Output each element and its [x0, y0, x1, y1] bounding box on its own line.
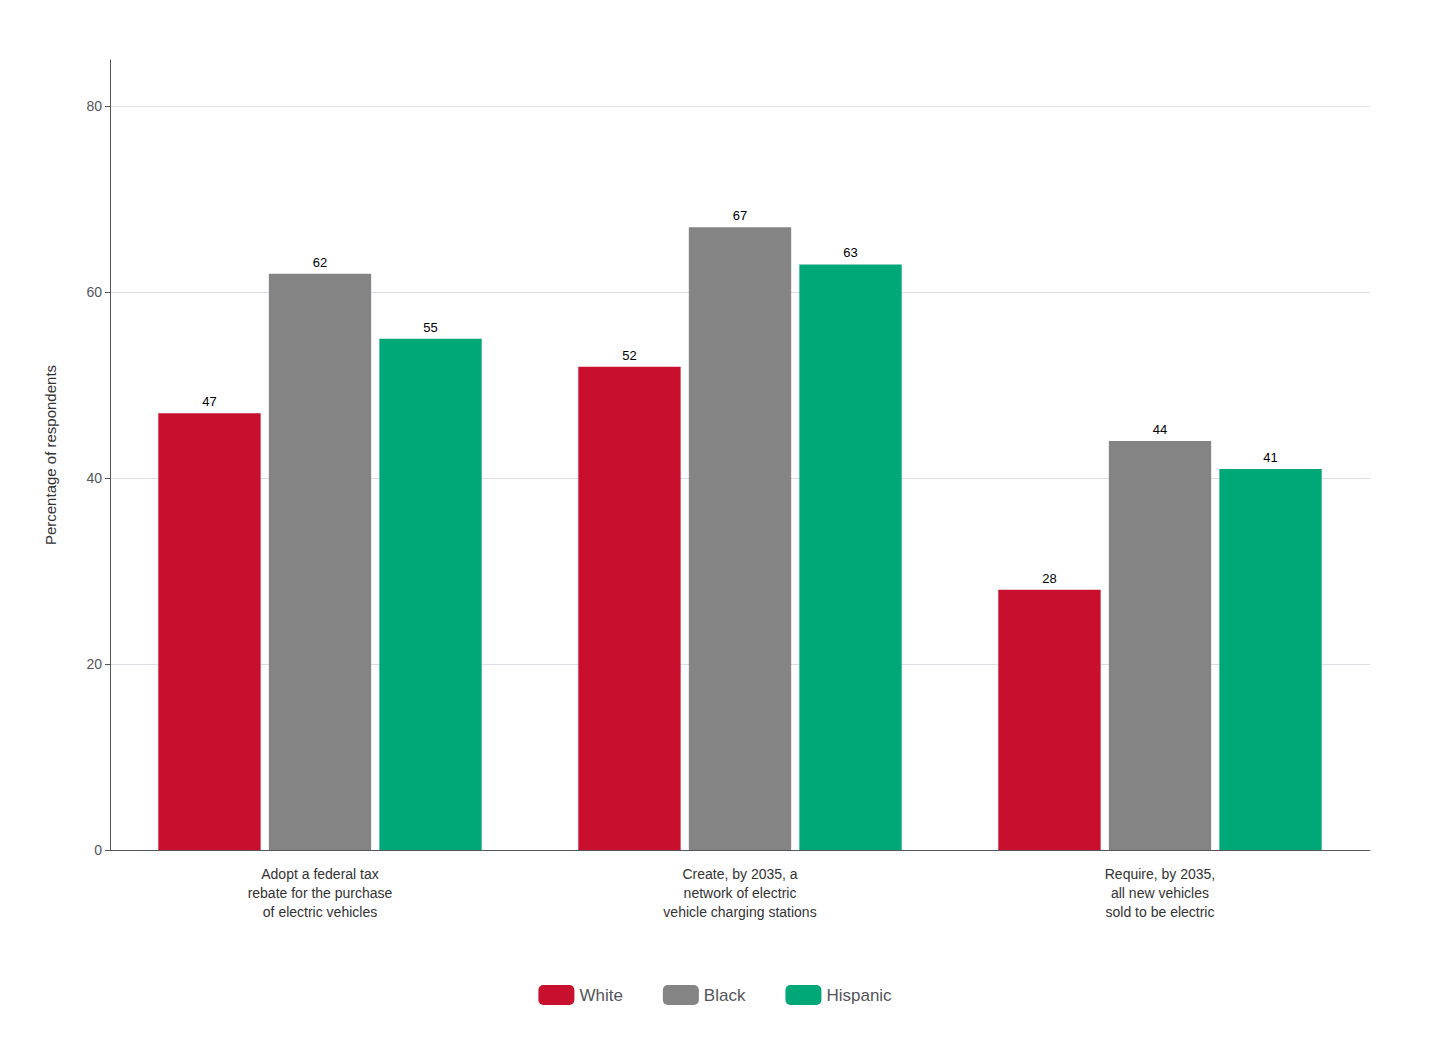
svg-text:40: 40: [86, 470, 102, 486]
svg-text:Percentage of respondents: Percentage of respondents: [42, 365, 59, 545]
svg-text:20: 20: [86, 656, 102, 672]
svg-text:28: 28: [1042, 571, 1056, 586]
svg-text:44: 44: [1153, 422, 1167, 437]
svg-text:0: 0: [94, 842, 102, 858]
svg-text:Hispanic: Hispanic: [826, 986, 892, 1005]
svg-text:47: 47: [202, 394, 216, 409]
svg-text:all new vehicles: all new vehicles: [1111, 885, 1209, 901]
svg-text:Adopt a federal tax: Adopt a federal tax: [261, 866, 379, 882]
svg-text:80: 80: [86, 98, 102, 114]
svg-text:sold to be electric: sold to be electric: [1106, 904, 1215, 920]
svg-text:Require, by 2035,: Require, by 2035,: [1105, 866, 1216, 882]
svg-text:vehicle charging stations: vehicle charging stations: [663, 904, 816, 920]
svg-text:67: 67: [733, 208, 747, 223]
svg-text:60: 60: [86, 284, 102, 300]
svg-text:52: 52: [622, 348, 636, 363]
svg-text:of electric vehicles: of electric vehicles: [263, 904, 377, 920]
svg-text:Create, by 2035, a: Create, by 2035, a: [682, 866, 797, 882]
svg-text:41: 41: [1263, 450, 1277, 465]
svg-text:White: White: [579, 986, 622, 1005]
svg-text:network of electric: network of electric: [684, 885, 797, 901]
svg-text:rebate for the purchase: rebate for the purchase: [248, 885, 393, 901]
svg-text:62: 62: [313, 255, 327, 270]
svg-text:55: 55: [423, 320, 437, 335]
svg-text:Black: Black: [704, 986, 746, 1005]
svg-text:63: 63: [843, 245, 857, 260]
